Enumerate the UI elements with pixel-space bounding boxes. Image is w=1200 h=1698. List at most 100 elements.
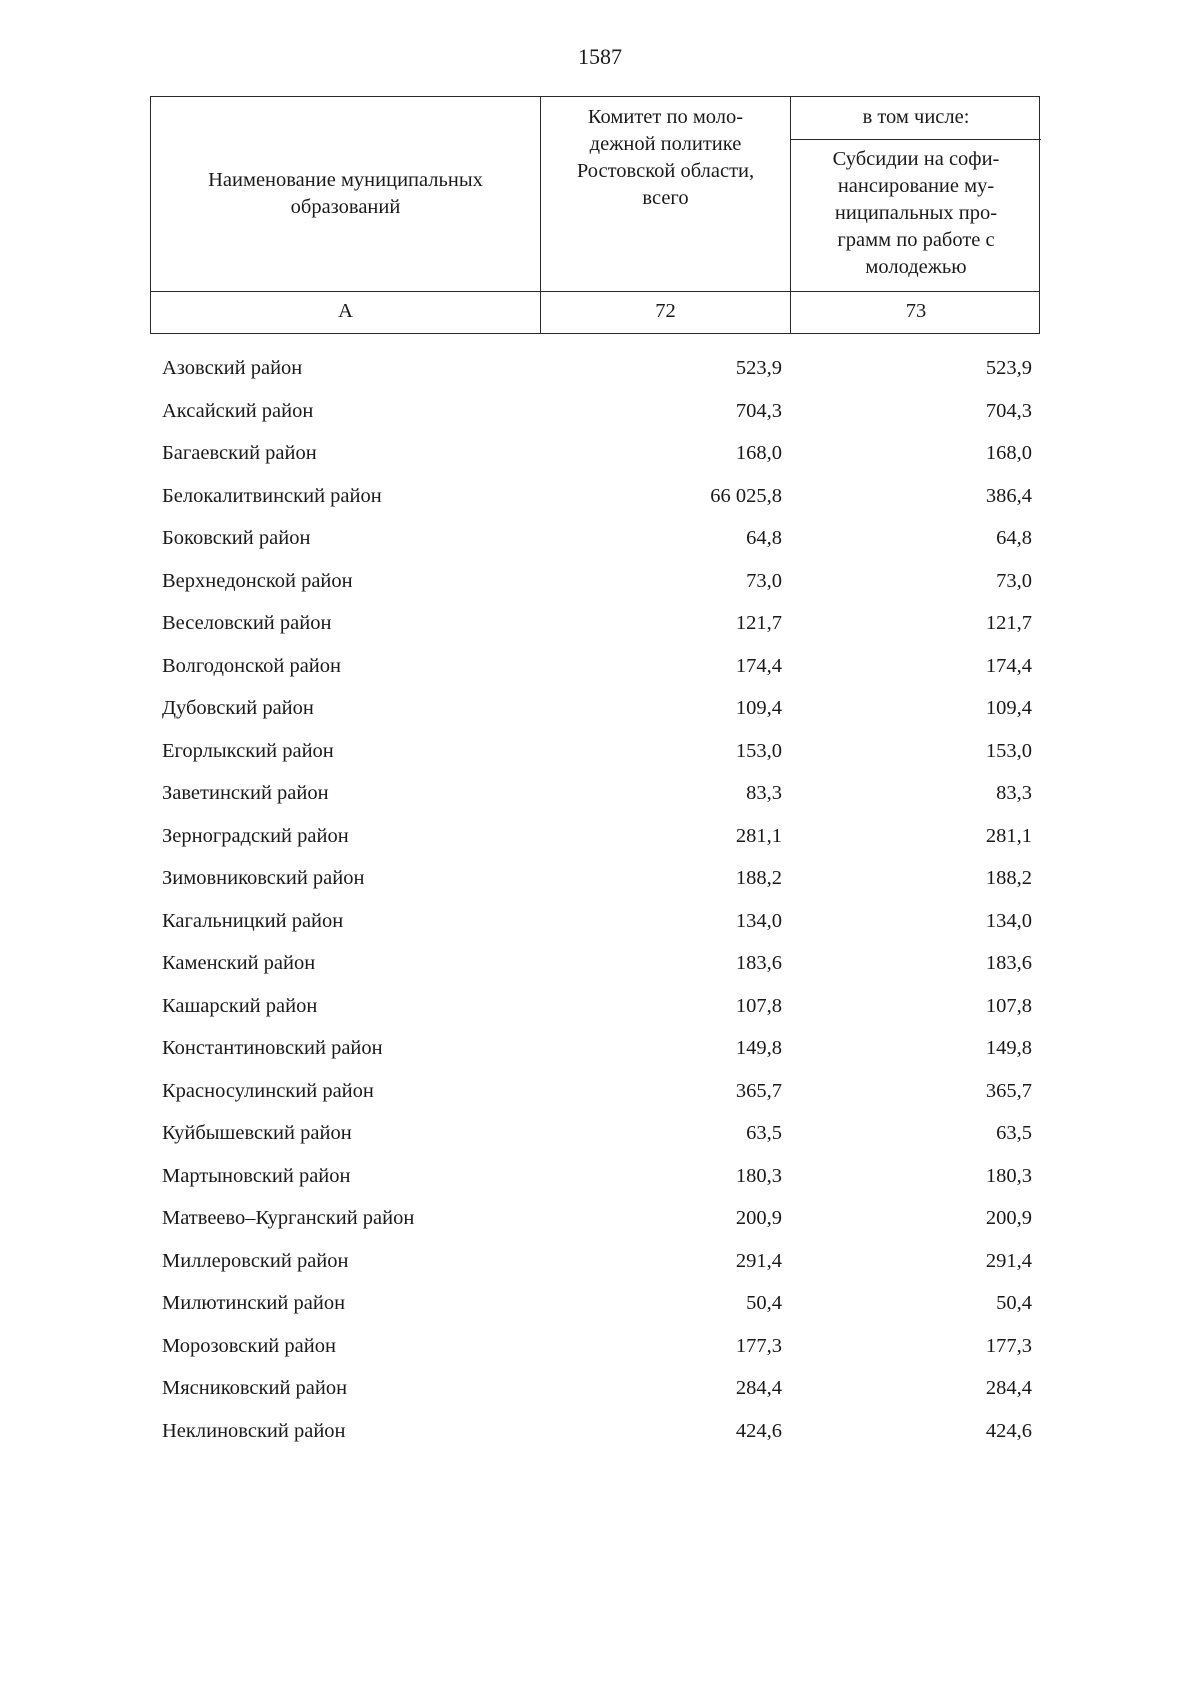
row-total: 188,2 bbox=[735, 867, 782, 890]
row-name: Куйбышевский район bbox=[162, 1122, 352, 1145]
table-row: Кагальницкий район 134,0 134,0 bbox=[150, 900, 1040, 943]
row-name: Азовский район bbox=[162, 357, 303, 380]
header-municipality-column: Наименование муниципальных образований bbox=[151, 97, 541, 292]
row-subsidy: 523,9 bbox=[985, 357, 1032, 380]
table-row: Каменский район 183,6 183,6 bbox=[150, 942, 1040, 985]
row-name: Константиновский район bbox=[162, 1037, 383, 1060]
row-total: 183,6 bbox=[735, 952, 782, 975]
table-row: Заветинский район 83,3 83,3 bbox=[150, 772, 1040, 815]
row-total: 424,6 bbox=[735, 1419, 782, 1442]
row-total: 200,9 bbox=[735, 1207, 782, 1230]
row-total: 174,4 bbox=[735, 654, 782, 677]
table-row: Зерноградский район 281,1 281,1 bbox=[150, 815, 1040, 858]
table-row: Егорлыкский район 153,0 153,0 bbox=[150, 730, 1040, 773]
row-subsidy: 180,3 bbox=[985, 1164, 1032, 1187]
row-subsidy: 183,6 bbox=[985, 952, 1032, 975]
row-total: 153,0 bbox=[735, 739, 782, 762]
row-subsidy: 153,0 bbox=[985, 739, 1032, 762]
table-row: Аксайский район 704,3 704,3 bbox=[150, 390, 1040, 433]
row-name: Кагальницкий район bbox=[162, 909, 344, 932]
row-subsidy: 200,9 bbox=[985, 1207, 1032, 1230]
row-name: Верхнедонской район bbox=[162, 569, 353, 592]
row-subsidy: 386,4 bbox=[985, 484, 1032, 507]
row-name: Морозовский район bbox=[162, 1334, 336, 1357]
row-name: Матвеево–Курганский район bbox=[162, 1207, 415, 1230]
row-total: 66 025,8 bbox=[710, 484, 782, 507]
row-subsidy: 365,7 bbox=[985, 1079, 1032, 1102]
row-total: 523,9 bbox=[735, 357, 782, 380]
row-subsidy: 149,8 bbox=[985, 1037, 1032, 1060]
row-name: Зерноградский район bbox=[162, 824, 349, 847]
row-name: Аксайский район bbox=[162, 399, 314, 422]
row-subsidy: 291,4 bbox=[985, 1249, 1032, 1272]
row-name: Боковский район bbox=[162, 527, 311, 550]
row-name: Красносулинский район bbox=[162, 1079, 374, 1102]
row-total: 177,3 bbox=[735, 1334, 782, 1357]
row-name: Заветинский район bbox=[162, 782, 329, 805]
row-name: Кашарский район bbox=[162, 994, 318, 1017]
table-row: Мартыновский район 180,3 180,3 bbox=[150, 1155, 1040, 1198]
row-total: 73,0 bbox=[746, 569, 782, 592]
row-subsidy: 50,4 bbox=[996, 1292, 1032, 1315]
row-total: 168,0 bbox=[735, 442, 782, 465]
table-row: Константиновский район 149,8 149,8 bbox=[150, 1027, 1040, 1070]
table-row: Красносулинский район 365,7 365,7 bbox=[150, 1070, 1040, 1113]
row-name: Багаевский район bbox=[162, 442, 317, 465]
row-name: Белокалитвинский район bbox=[162, 484, 382, 507]
row-subsidy: 73,0 bbox=[996, 569, 1032, 592]
row-total: 149,8 bbox=[735, 1037, 782, 1060]
table-row: Верхнедонской район 73,0 73,0 bbox=[150, 560, 1040, 603]
row-name: Мясниковский район bbox=[162, 1377, 348, 1400]
header-including-label: в том числе: bbox=[791, 97, 1041, 141]
row-subsidy: 188,2 bbox=[985, 867, 1032, 890]
row-total: 281,1 bbox=[735, 824, 782, 847]
table-row: Куйбышевский район 63,5 63,5 bbox=[150, 1112, 1040, 1155]
table-row: Матвеево–Курганский район 200,9 200,9 bbox=[150, 1197, 1040, 1240]
row-name: Зимовниковский район bbox=[162, 867, 365, 890]
subheader-col-72: 72 bbox=[541, 292, 791, 334]
row-subsidy: 284,4 bbox=[985, 1377, 1032, 1400]
row-subsidy: 134,0 bbox=[985, 909, 1032, 932]
table-row: Белокалитвинский район 66 025,8 386,4 bbox=[150, 475, 1040, 518]
table-header: Наименование муниципальных образований К… bbox=[150, 96, 1041, 293]
row-total: 704,3 bbox=[735, 399, 782, 422]
table-row: Неклиновский район 424,6 424,6 bbox=[150, 1410, 1040, 1453]
table-subheader: А 72 73 bbox=[150, 292, 1040, 335]
row-subsidy: 121,7 bbox=[985, 612, 1032, 635]
row-name: Волгодонской район bbox=[162, 654, 341, 677]
budget-table: Наименование муниципальных образований К… bbox=[150, 96, 1041, 1452]
row-subsidy: 83,3 bbox=[996, 782, 1032, 805]
row-total: 121,7 bbox=[735, 612, 782, 635]
table-row: Багаевский район 168,0 168,0 bbox=[150, 432, 1040, 475]
row-total: 63,5 bbox=[746, 1122, 782, 1145]
row-total: 134,0 bbox=[735, 909, 782, 932]
row-name: Дубовский район bbox=[162, 697, 314, 720]
row-total: 291,4 bbox=[735, 1249, 782, 1272]
row-total: 64,8 bbox=[746, 527, 782, 550]
row-total: 365,7 bbox=[735, 1079, 782, 1102]
row-subsidy: 168,0 bbox=[985, 442, 1032, 465]
row-total: 107,8 bbox=[735, 994, 782, 1017]
page-number: 1587 bbox=[578, 44, 622, 69]
row-name: Мартыновский район bbox=[162, 1164, 351, 1187]
row-total: 50,4 bbox=[746, 1292, 782, 1315]
subheader-col-a: А bbox=[151, 292, 541, 334]
table-row: Веселовский район 121,7 121,7 bbox=[150, 602, 1040, 645]
header-subsidy-column: Субсидии на софи- нансирование му- ницип… bbox=[832, 148, 1000, 279]
row-subsidy: 174,4 bbox=[985, 654, 1032, 677]
row-name: Егорлыкский район bbox=[162, 739, 334, 762]
row-total: 180,3 bbox=[735, 1164, 782, 1187]
table-row: Миллеровский район 291,4 291,4 bbox=[150, 1240, 1040, 1283]
table-row: Мясниковский район 284,4 284,4 bbox=[150, 1367, 1040, 1410]
row-subsidy: 281,1 bbox=[985, 824, 1032, 847]
row-subsidy: 109,4 bbox=[985, 697, 1032, 720]
table-row: Морозовский район 177,3 177,3 bbox=[150, 1325, 1040, 1368]
table-row: Волгодонской район 174,4 174,4 bbox=[150, 645, 1040, 688]
table-body: Азовский район 523,9 523,9 Аксайский рай… bbox=[150, 347, 1040, 1452]
row-total: 109,4 bbox=[735, 697, 782, 720]
row-subsidy: 177,3 bbox=[985, 1334, 1032, 1357]
row-subsidy: 424,6 bbox=[985, 1419, 1032, 1442]
table-row: Милютинский район 50,4 50,4 bbox=[150, 1282, 1040, 1325]
row-subsidy: 704,3 bbox=[985, 399, 1032, 422]
